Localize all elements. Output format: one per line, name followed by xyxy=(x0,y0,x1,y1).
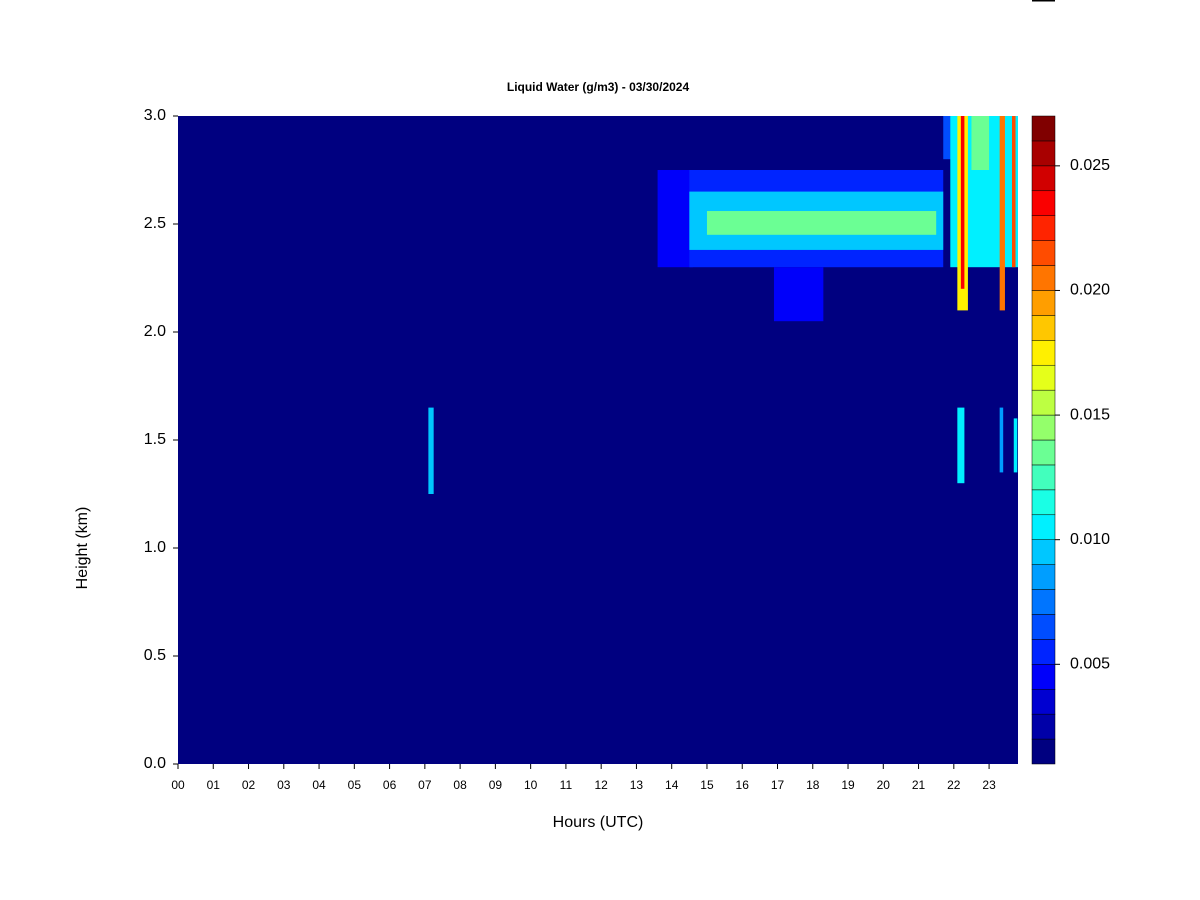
colorbar-band xyxy=(1031,364,1056,391)
x-axis-title: Hours (UTC) xyxy=(553,814,644,831)
colorbar-band xyxy=(1031,688,1056,715)
colorbar-band xyxy=(1031,215,1056,241)
colorbar-band xyxy=(1031,389,1056,416)
colorbar-band xyxy=(1031,514,1056,540)
x-tick-label: 07 xyxy=(418,778,432,792)
x-tick-label: 00 xyxy=(171,778,185,792)
heat-cell xyxy=(1013,418,1018,473)
colorbar-band xyxy=(1031,439,1056,466)
x-tick-label: 05 xyxy=(348,778,362,792)
x-tick-label: 19 xyxy=(841,778,855,792)
colorbar-band xyxy=(1031,315,1056,341)
colorbar-band xyxy=(1031,414,1056,441)
colorbar-band xyxy=(1031,614,1056,640)
x-tick-label: 06 xyxy=(383,778,397,792)
heat-cell xyxy=(960,116,965,289)
x-tick-label: 15 xyxy=(700,778,714,792)
colorbar-band xyxy=(1031,738,1056,765)
x-tick-label: 23 xyxy=(982,778,996,792)
x-tick-label: 20 xyxy=(877,778,891,792)
y-tick-label: 1.0 xyxy=(144,539,166,556)
colorbar-tick-label: 0.020 xyxy=(1070,282,1110,299)
x-tick-label: 02 xyxy=(242,778,256,792)
heat-cell xyxy=(706,211,937,235)
colorbar-band xyxy=(1031,713,1056,740)
x-tick-label: 22 xyxy=(947,778,961,792)
colorbar-band xyxy=(1031,664,1056,690)
colorbar-tick-label: 0.015 xyxy=(1070,406,1110,423)
x-tick-label: 18 xyxy=(806,778,820,792)
colorbar-tick-label: 0.025 xyxy=(1070,157,1110,174)
x-tick-label: 17 xyxy=(771,778,785,792)
colorbar-band xyxy=(1031,340,1056,366)
colorbar-band xyxy=(1031,265,1056,291)
heat-cell xyxy=(428,407,434,494)
heat-cell xyxy=(1012,116,1016,268)
x-tick-label: 01 xyxy=(207,778,221,792)
colorbar-band xyxy=(1031,165,1056,192)
heat-cell xyxy=(999,116,1005,311)
x-tick-label: 03 xyxy=(277,778,291,792)
colorbar-band xyxy=(1031,564,1056,590)
colorbar-tick-label: 0.005 xyxy=(1070,656,1110,673)
colorbar-band xyxy=(1031,589,1056,615)
x-tick-label: 21 xyxy=(912,778,926,792)
colorbar-band xyxy=(1031,240,1056,266)
y-tick-label: 0.5 xyxy=(144,647,166,664)
heat-cell xyxy=(773,267,824,322)
colorbar-band xyxy=(1031,489,1056,516)
chart-title: Liquid Water (g/m3) - 03/30/2024 xyxy=(507,80,690,94)
x-tick-label: 14 xyxy=(665,778,679,792)
heat-cell xyxy=(943,116,954,160)
y-tick-label: 0.0 xyxy=(144,755,166,772)
x-tick-label: 13 xyxy=(630,778,644,792)
heat-cell xyxy=(971,116,990,170)
x-tick-label: 09 xyxy=(489,778,503,792)
heat-cell xyxy=(957,407,965,484)
x-tick-label: 04 xyxy=(312,778,326,792)
heat-cell xyxy=(657,170,693,268)
colorbar-band xyxy=(1031,140,1056,167)
colorbar-band xyxy=(1031,464,1056,491)
y-tick-label: 2.0 xyxy=(144,323,166,340)
colorbar-band xyxy=(1031,115,1056,142)
colorbar-band xyxy=(1031,290,1056,316)
colorbar-tick-label: 0.010 xyxy=(1070,531,1110,548)
x-tick-label: 16 xyxy=(736,778,750,792)
y-tick-label: 2.5 xyxy=(144,215,166,232)
y-tick-label: 3.0 xyxy=(144,107,166,124)
heat-cell xyxy=(999,407,1004,473)
x-tick-label: 08 xyxy=(453,778,467,792)
colorbar-band xyxy=(1031,190,1056,216)
x-tick-label: 10 xyxy=(524,778,538,792)
colorbar-band xyxy=(1031,639,1056,665)
y-tick-label: 1.5 xyxy=(144,431,166,448)
x-tick-label: 12 xyxy=(594,778,608,792)
y-axis-title: Height (km) xyxy=(74,507,91,590)
x-tick-label: 11 xyxy=(560,778,573,792)
colorbar-band xyxy=(1031,539,1056,565)
